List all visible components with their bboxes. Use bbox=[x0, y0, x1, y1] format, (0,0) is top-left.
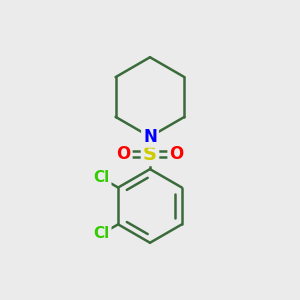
Text: Cl: Cl bbox=[93, 170, 110, 185]
Text: S: S bbox=[143, 145, 157, 164]
Text: N: N bbox=[143, 128, 157, 146]
Text: O: O bbox=[116, 146, 130, 164]
Text: Cl: Cl bbox=[93, 226, 110, 242]
Text: O: O bbox=[169, 146, 184, 164]
